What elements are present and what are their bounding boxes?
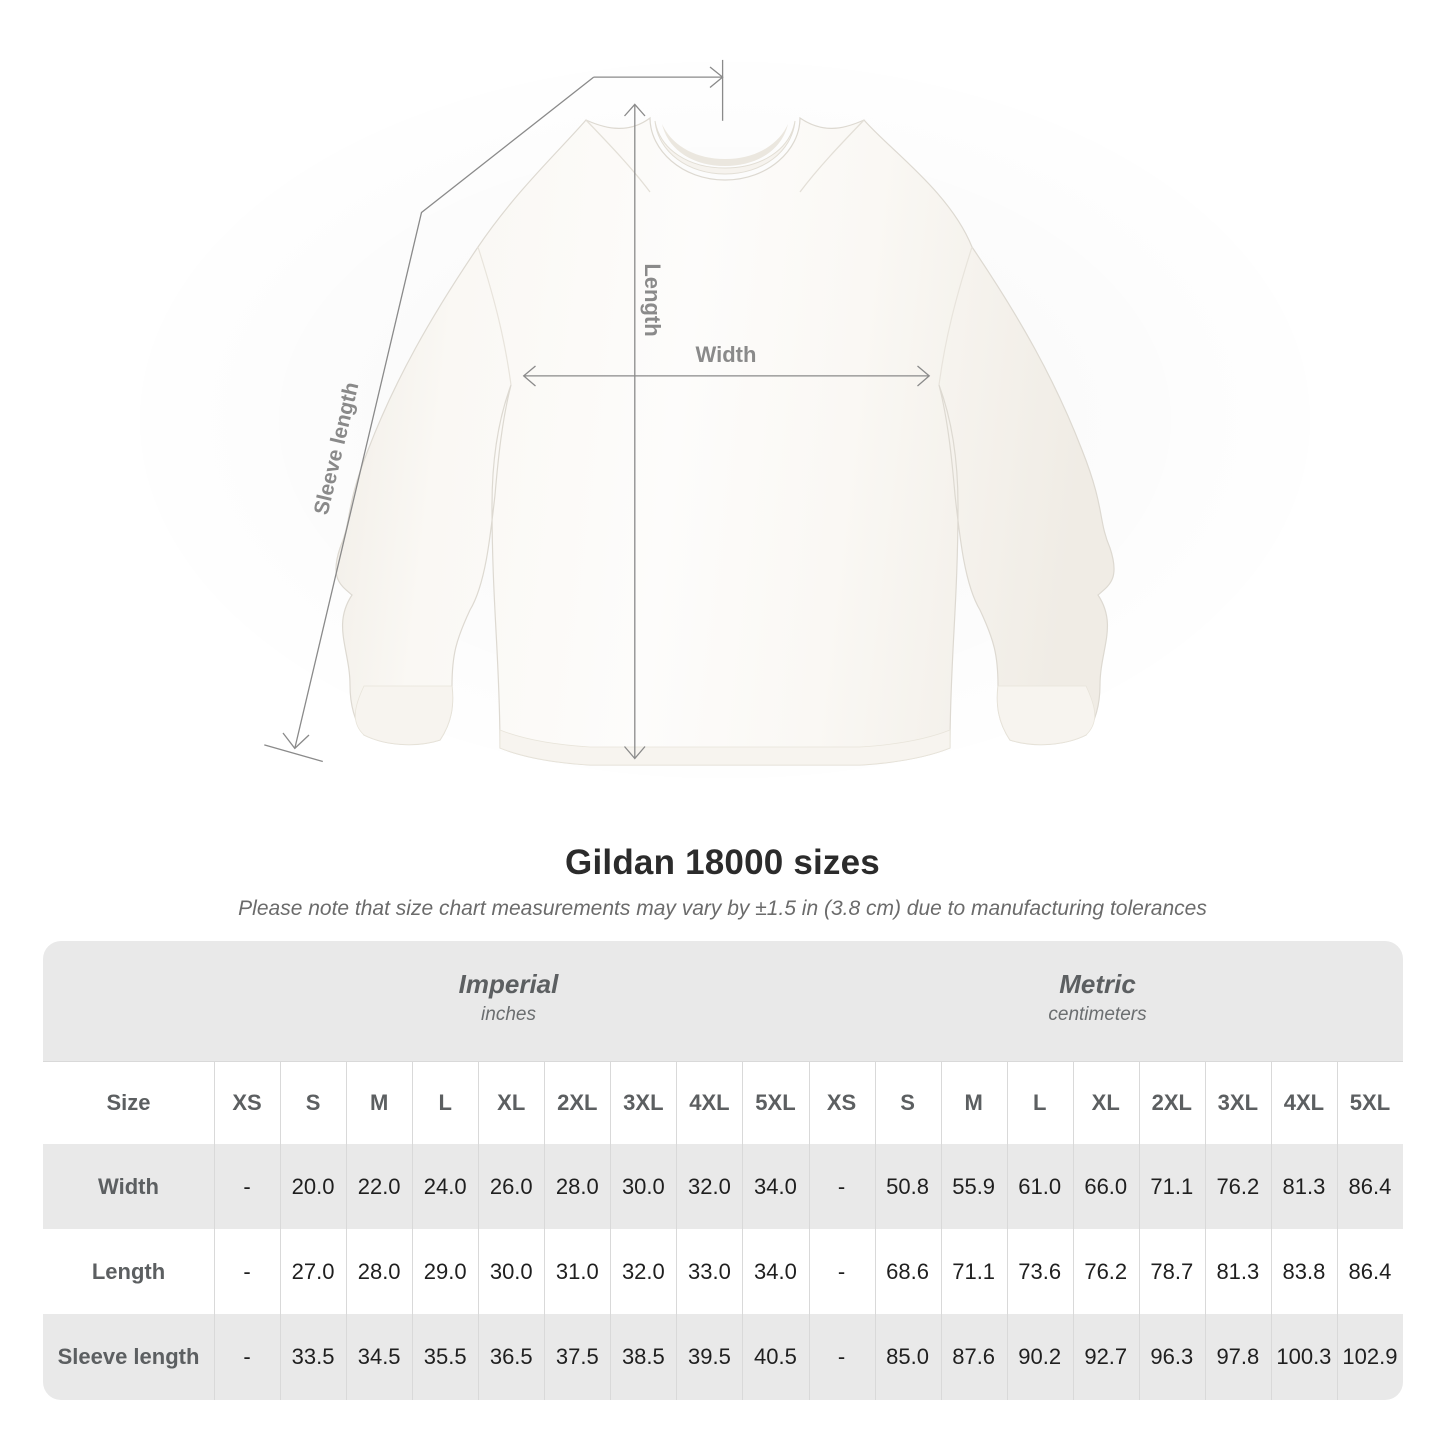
svg-text:Width: Width: [696, 342, 757, 367]
svg-text:Length: Length: [640, 263, 665, 336]
